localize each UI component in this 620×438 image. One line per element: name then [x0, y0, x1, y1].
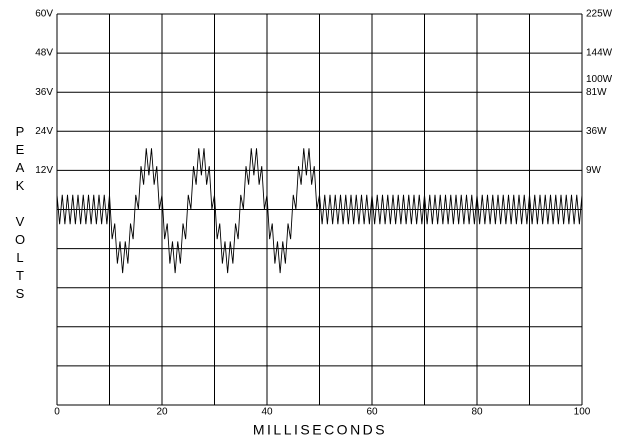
y2-tick-label: 144W — [586, 48, 613, 59]
x-tick-label: 0 — [54, 407, 60, 418]
y2-tick-label: 36W — [586, 126, 607, 137]
x-tick-label: 100 — [574, 407, 591, 418]
x-tick-label: 80 — [471, 407, 483, 418]
y2-tick-label: 225W — [586, 9, 613, 20]
y-tick-label: 36V — [35, 87, 53, 98]
y-axis-title: PEAK VOLTS — [13, 124, 28, 304]
waveform — [56, 148, 583, 274]
y-tick-label: 48V — [35, 48, 53, 59]
x-tick-label: 60 — [366, 407, 378, 418]
y-tick-label: 12V — [35, 165, 53, 176]
x-tick-label: 20 — [156, 407, 168, 418]
y-tick-label: 60V — [35, 9, 53, 20]
x-tick-label: 40 — [261, 407, 273, 418]
y2-tick-label: 9W — [586, 165, 602, 176]
y-tick-label: 24V — [35, 126, 53, 137]
y2-tick-label: 100W — [586, 74, 613, 85]
y2-tick-label: 81W — [586, 87, 607, 98]
x-axis-title: MILLISECONDS — [253, 422, 387, 438]
